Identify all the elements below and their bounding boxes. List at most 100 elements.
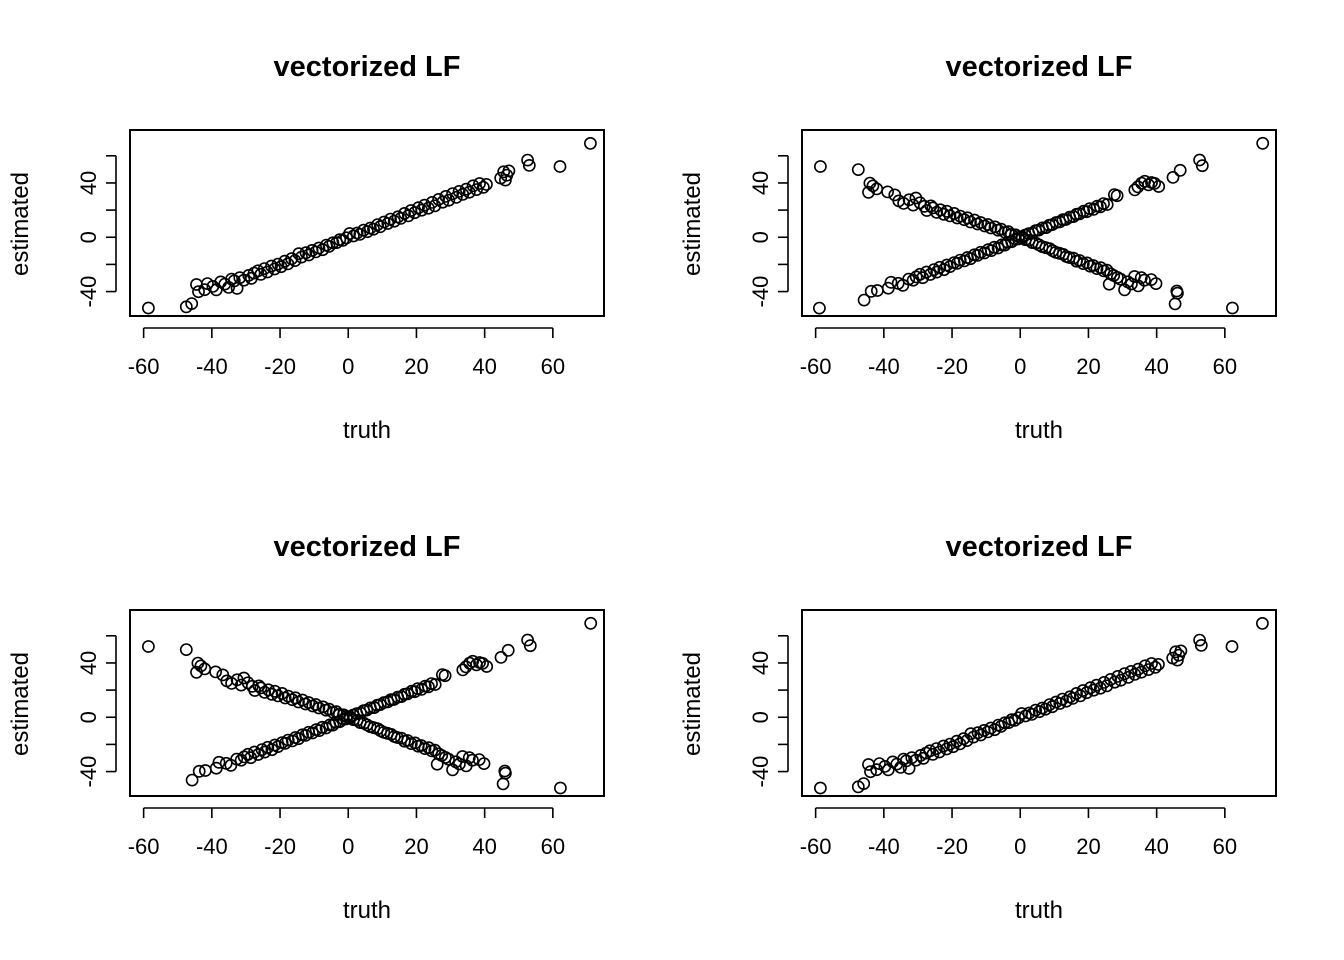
panel-bottom-right: vectorized LF truth estimated -60 -40 -20 0… [679,531,1276,924]
x-tick-label: -40 [196,354,228,379]
x-tick-label: 20 [1076,354,1100,379]
data-point [815,161,826,172]
data-point [853,164,864,175]
data-point [882,186,893,197]
x-tick-label: -60 [800,834,832,859]
data-point [143,302,154,313]
y-tick-label: 0 [76,231,101,243]
data-point [443,754,454,765]
x-tick-label: 40 [472,834,496,859]
x-tick-label: -20 [936,834,968,859]
y-axis-label: estimated [7,652,34,756]
x-tick-label: -40 [868,834,900,859]
data-point [1167,172,1178,183]
data-point [1153,659,1164,670]
data-point [503,645,514,656]
data-point [1126,278,1137,289]
x-axis: -60 -40 -20 0 20 40 60 [128,808,565,859]
y-tick-label: -40 [76,756,101,788]
data-point [1129,184,1140,195]
x-tick-label: 0 [342,354,354,379]
data-point [1175,165,1186,176]
x-tick-label: 0 [342,834,354,859]
x-axis-label: truth [343,897,391,924]
data-point [210,666,221,677]
y-tick-label: -40 [76,276,101,308]
x-tick-label: 60 [541,354,565,379]
x-tick-label: 40 [1144,354,1168,379]
plot-title: vectorized LF [946,531,1133,563]
data-points [143,618,597,794]
data-point [481,179,492,190]
panel-bottom-left: vectorized LF truth estimated -60 -40 -20 0… [7,531,604,924]
data-point [457,664,468,675]
data-point [1115,274,1126,285]
x-tick-label: -60 [128,834,160,859]
x-tick-label: 40 [1144,834,1168,859]
data-points [815,618,1268,794]
x-tick-label: 0 [1014,834,1026,859]
y-axis: -40 0 40 [748,636,788,788]
data-point [815,782,826,793]
data-point [863,759,874,770]
data-point [1257,618,1268,629]
x-tick-label: 60 [1213,354,1237,379]
x-axis: -60 -40 -20 0 20 40 60 [128,328,565,379]
y-axis: -40 0 40 [76,156,116,308]
x-axis: -60 -40 -20 0 20 40 60 [800,328,1237,379]
x-tick-label: 20 [1076,834,1100,859]
x-tick-label: 20 [404,354,428,379]
x-tick-label: -20 [264,834,296,859]
x-tick-label: -40 [196,834,228,859]
data-point [554,161,565,172]
x-tick-label: 60 [1213,834,1237,859]
x-tick-label: 60 [541,834,565,859]
data-point [191,279,202,290]
y-tick-label: 40 [748,171,773,195]
y-tick-label: 0 [748,711,773,723]
x-tick-label: 20 [404,834,428,859]
y-tick-label: 40 [76,651,101,675]
data-point [454,758,465,769]
y-axis-label: estimated [679,652,706,756]
y-tick-label: -40 [748,276,773,308]
y-tick-label: -40 [748,756,773,788]
plot-title: vectorized LF [946,51,1133,83]
data-points [143,138,596,314]
data-point [585,618,596,629]
x-axis-label: truth [1015,897,1063,924]
x-tick-label: 40 [472,354,496,379]
data-points [814,138,1269,314]
x-tick-label: -20 [936,354,968,379]
x-axis-label: truth [343,417,391,444]
y-tick-label: 40 [748,651,773,675]
data-point [1226,641,1237,652]
data-point [143,641,154,652]
y-tick-label: 0 [748,231,773,243]
y-axis-label: estimated [7,172,34,276]
data-point [814,303,825,314]
data-point [181,644,192,655]
data-point [495,652,506,663]
y-axis-label: estimated [679,172,706,276]
x-tick-label: 0 [1014,354,1026,379]
y-tick-label: 0 [76,711,101,723]
x-axis-label: truth [1015,417,1063,444]
data-point [498,778,509,789]
panel-top-right: vectorized LF truth estimated -60 -40 -20 0… [679,51,1276,444]
x-tick-label: -20 [264,354,296,379]
y-axis: -40 0 40 [76,636,116,788]
data-point [1257,138,1268,149]
x-tick-label: -60 [128,354,160,379]
y-tick-label: 40 [76,171,101,195]
x-tick-label: -40 [868,354,900,379]
y-axis: -40 0 40 [748,156,788,308]
plot-title: vectorized LF [274,531,461,563]
data-point [1227,302,1238,313]
x-tick-label: -60 [800,354,832,379]
panel-top-left: vectorized LF truth estimated -60 -40 -20 0… [7,51,604,444]
data-point [1170,298,1181,309]
data-point [585,138,596,149]
plot-title: vectorized LF [274,51,461,83]
